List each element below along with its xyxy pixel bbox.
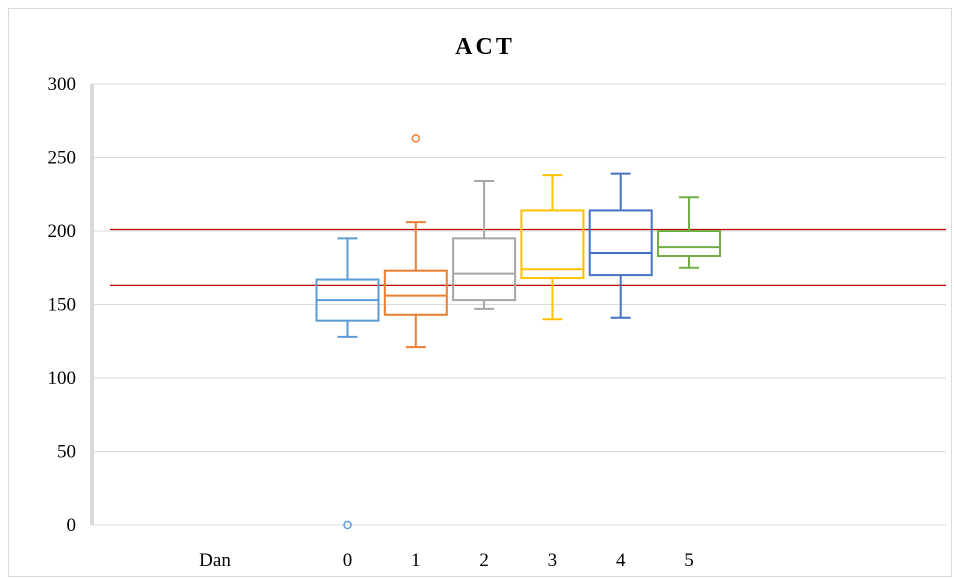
gridlines <box>90 83 946 526</box>
outlier-point <box>411 134 421 143</box>
x-tick-0: 0 <box>343 550 353 571</box>
y-tick-0: 0 <box>67 515 77 536</box>
y-tick-250: 250 <box>48 148 77 169</box>
iqr-box <box>452 237 517 302</box>
box-3 <box>520 174 585 321</box>
iqr-box <box>520 209 585 280</box>
iqr-box <box>383 269 448 316</box>
chart-title: ACT <box>455 34 515 60</box>
iqr-box <box>657 230 721 257</box>
y-tick-150: 150 <box>48 295 77 316</box>
x-tick-5: 5 <box>684 550 694 571</box>
box-series <box>315 134 721 530</box>
x-tick-3: 3 <box>548 550 558 571</box>
category-axis-label: Dan <box>199 550 231 571</box>
box-2 <box>452 180 517 310</box>
reference-lines <box>110 228 946 286</box>
outlier-point <box>343 520 352 530</box>
y-tick-100: 100 <box>48 368 77 389</box>
iqr-box <box>588 209 653 277</box>
y-tick-200: 200 <box>48 221 77 242</box>
y-tick-50: 50 <box>57 442 76 463</box>
box-0 <box>315 237 380 530</box>
box-4 <box>588 172 653 319</box>
x-tick-labels: Dan 0 1 2 3 4 5 <box>199 550 694 571</box>
x-tick-4: 4 <box>616 550 626 571</box>
box-5 <box>657 196 721 269</box>
box-1 <box>383 134 448 349</box>
y-tick-labels: 0 50 100 150 200 250 300 <box>48 74 77 536</box>
x-tick-2: 2 <box>479 550 489 571</box>
x-tick-1: 1 <box>411 550 421 571</box>
chart-frame <box>8 8 952 577</box>
y-tick-300: 300 <box>48 74 77 95</box>
